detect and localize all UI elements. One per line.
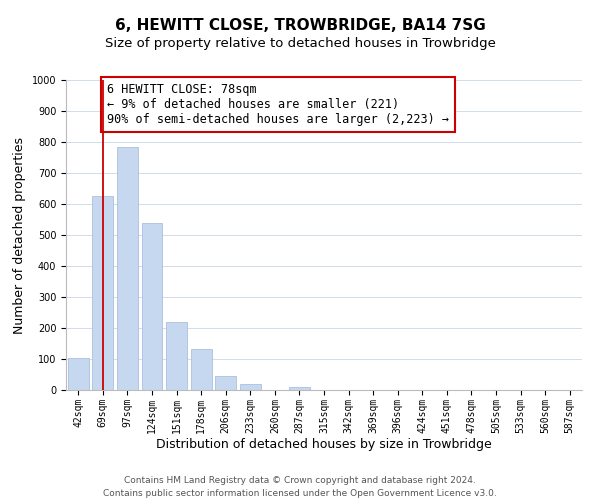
Bar: [117, 148, 138, 390]
Bar: [289, 387, 310, 390]
Text: 6, HEWITT CLOSE, TROWBRIDGE, BA14 7SG: 6, HEWITT CLOSE, TROWBRIDGE, BA14 7SG: [115, 18, 485, 32]
Text: Contains HM Land Registry data © Crown copyright and database right 2024.
Contai: Contains HM Land Registry data © Crown c…: [103, 476, 497, 498]
Bar: [191, 349, 212, 390]
Bar: [92, 196, 113, 390]
Bar: [166, 322, 187, 390]
Text: Size of property relative to detached houses in Trowbridge: Size of property relative to detached ho…: [104, 38, 496, 51]
Bar: [142, 222, 163, 390]
Bar: [240, 384, 261, 390]
Bar: [68, 358, 89, 390]
Text: 6 HEWITT CLOSE: 78sqm
← 9% of detached houses are smaller (221)
90% of semi-deta: 6 HEWITT CLOSE: 78sqm ← 9% of detached h…: [107, 83, 449, 126]
X-axis label: Distribution of detached houses by size in Trowbridge: Distribution of detached houses by size …: [156, 438, 492, 452]
Bar: [215, 376, 236, 390]
Y-axis label: Number of detached properties: Number of detached properties: [13, 136, 26, 334]
